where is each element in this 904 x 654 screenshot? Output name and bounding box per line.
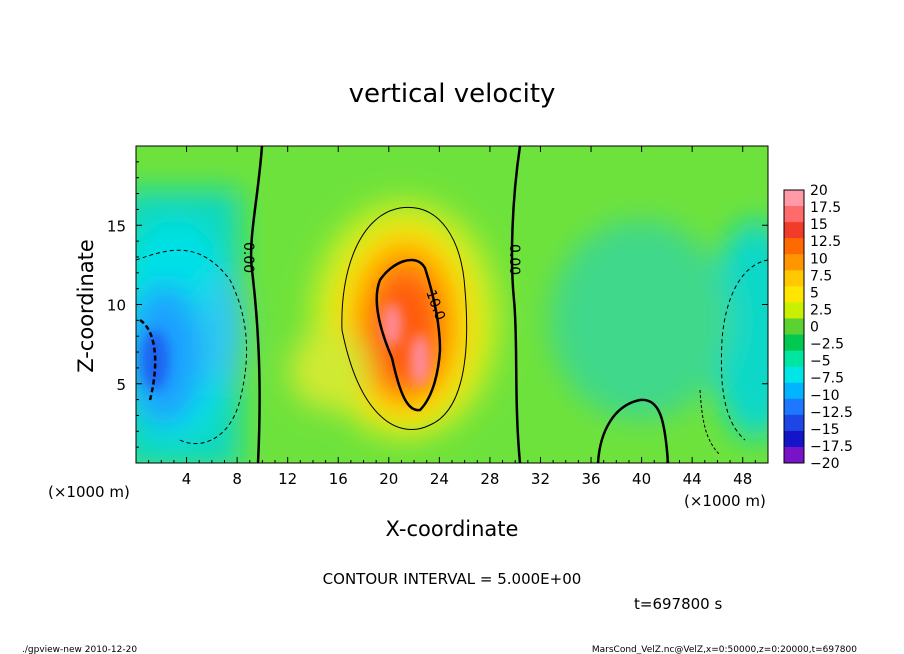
colorbar-label: −2.5 [810, 337, 844, 353]
colorbar-swatch [784, 222, 804, 239]
colorbar-label: 10 [810, 251, 828, 267]
colorbar-swatch [784, 398, 804, 416]
x-axis: 4 8 12 16 20 24 28 32 36 40 44 48 [148, 146, 756, 488]
colorbar-label: 5 [810, 285, 819, 301]
colorbar-swatch [784, 366, 804, 384]
colorbar-label: −15 [810, 422, 840, 438]
colorbar-swatch [784, 302, 804, 319]
x-tick-label: 8 [232, 470, 242, 488]
colorbar-label: −10 [810, 388, 840, 404]
heatmap-field [136, 146, 768, 463]
colorbar-label: −5 [810, 354, 831, 370]
x-tick-label: 40 [632, 470, 651, 488]
x-tick-label: 4 [182, 470, 192, 488]
colorbar-label: 2.5 [810, 302, 832, 318]
colorbar-swatch [784, 190, 804, 207]
colorbar-label: 15 [810, 217, 828, 233]
x-unit-left: (×1000 m) [48, 483, 130, 501]
x-tick-label: 36 [581, 470, 600, 488]
contour-lines [136, 146, 768, 463]
colorbar-label: 17.5 [810, 200, 841, 216]
footer-left: ./gpview-new 2010-12-20 [22, 645, 137, 654]
colorbar-swatch [784, 206, 804, 223]
colorbar-label: 0 [810, 320, 819, 336]
footer-right: MarsCond_VelZ.nc@VelZ,x=0:50000,z=0:2000… [592, 645, 857, 654]
colorbar-label: 20 [810, 183, 828, 199]
time-text: t=697800 s [634, 595, 722, 613]
x-tick-label: 12 [278, 470, 297, 488]
y-axis: 5 10 15 [107, 161, 768, 448]
colorbar-label: −12.5 [810, 405, 853, 421]
colorbar-swatch [784, 254, 804, 271]
colorbar-swatch [784, 350, 804, 368]
x-unit-right: (×1000 m) [684, 492, 766, 510]
colorbar-swatch [784, 286, 804, 303]
y-tick-label: 15 [107, 217, 126, 235]
x-tick-label: 16 [329, 470, 348, 488]
contour-label: 0.00 [506, 244, 522, 275]
x-tick-label: 32 [531, 470, 550, 488]
contour-interval-text: CONTOUR INTERVAL = 5.000E+00 [323, 570, 582, 588]
colorbar-label: 7.5 [810, 268, 832, 284]
colorbar-swatch [784, 270, 804, 287]
colorbar-swatch [784, 334, 804, 352]
colorbar-swatch [784, 414, 804, 432]
x-tick-label: 48 [733, 470, 752, 488]
chart-title: vertical velocity [349, 79, 556, 109]
colorbar-swatch [784, 446, 804, 464]
x-tick-label: 44 [683, 470, 702, 488]
x-tick-label: 24 [430, 470, 449, 488]
colorbar-label: −20 [810, 456, 840, 472]
colorbar-swatch [784, 430, 804, 448]
colorbar-label: −17.5 [810, 439, 853, 455]
colorbar-swatch [784, 318, 804, 336]
colorbar-swatch [784, 238, 804, 255]
x-tick-label: 28 [480, 470, 499, 488]
colorbar-swatch [784, 382, 804, 400]
contour-label: 0.00 [240, 242, 256, 273]
colorbar-label: −7.5 [810, 371, 844, 387]
x-axis-title: X-coordinate [386, 517, 519, 541]
y-axis-title: Z-coordinate [74, 239, 98, 373]
y-tick-label: 10 [107, 297, 126, 315]
y-tick-label: 5 [116, 376, 126, 394]
colorbar-label: 12.5 [810, 234, 841, 250]
colorbar-frame [783, 189, 805, 464]
x-tick-label: 20 [379, 470, 398, 488]
